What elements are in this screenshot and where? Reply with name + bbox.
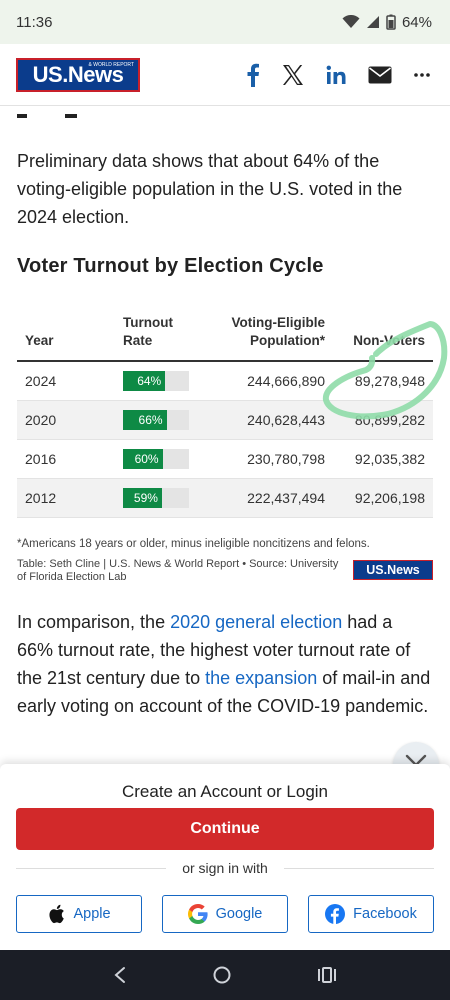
divider-left (16, 868, 166, 869)
email-icon[interactable] (368, 66, 392, 84)
cell-eligible: 240,628,443 (205, 400, 333, 440)
col-nonvoters: Non-Voters (333, 314, 433, 362)
turnout-bar-track: 64% (123, 370, 189, 391)
logo-subtext: & WORLD REPORT (88, 61, 134, 68)
cell-turnout: 64% (115, 361, 205, 401)
turnout-table: Year Turnout Rate Voting-Eligible Popula… (17, 314, 433, 518)
recents-icon[interactable] (317, 966, 337, 984)
cell-year: 2012 (17, 478, 115, 518)
table-heading: Voter Turnout by Election Cycle (17, 255, 324, 277)
table-header-row: Year Turnout Rate Voting-Eligible Popula… (17, 314, 433, 362)
table-source: Table: Seth Cline | U.S. News & World Re… (17, 557, 339, 583)
facebook-circle-icon (325, 904, 346, 924)
turnout-bar-track: 60% (123, 448, 189, 469)
login-title: Create an Account or Login (121, 782, 329, 801)
cut-off-heading-fragment (17, 114, 77, 118)
cell-year: 2024 (17, 361, 115, 401)
cell-nonvoters: 80,899,282 (333, 400, 433, 440)
cell-nonvoters: 92,206,198 (333, 478, 433, 518)
comparison-paragraph: In comparison, the 2020 general election… (17, 608, 433, 720)
cell-eligible: 222,437,494 (205, 478, 333, 518)
table-row: 2024 64% 244,666,890 89,278,948 (17, 361, 433, 401)
divider-right (284, 868, 434, 869)
turnout-bar-track: 59% (123, 487, 189, 508)
facebook-signin-button[interactable]: Facebook (308, 895, 434, 933)
apple-icon (49, 904, 65, 924)
battery-icon (386, 14, 396, 30)
google-icon (187, 904, 208, 924)
apple-label: Apple (73, 906, 111, 922)
intro-paragraph: Preliminary data shows that about 64% of… (17, 151, 403, 227)
cell-year: 2020 (17, 400, 115, 440)
turnout-bar-fill: 60% (123, 448, 163, 469)
status-bar: 11:36 64% (0, 0, 450, 44)
back-icon[interactable] (113, 966, 127, 984)
more-icon[interactable] (414, 72, 430, 77)
status-time: 11:36 (16, 13, 53, 31)
x-icon[interactable] (282, 64, 304, 86)
facebook-icon[interactable] (246, 63, 260, 87)
table-footnote: *Americans 18 years or older, minus inel… (17, 537, 370, 550)
link-2020-election[interactable]: 2020 general election (170, 611, 343, 632)
para2-text-2: had a 66% turnout rate, the highest vote… (17, 611, 411, 688)
continue-button[interactable]: Continue (16, 808, 434, 850)
cell-eligible: 244,666,890 (205, 361, 333, 401)
google-label: Google (215, 906, 263, 922)
signal-icon (366, 16, 379, 28)
cell-year: 2016 (17, 439, 115, 479)
cell-eligible: 230,780,798 (205, 439, 333, 479)
home-icon[interactable] (212, 965, 232, 985)
battery-percent: 64% (401, 13, 432, 31)
table-row: 2020 66% 240,628,443 80,899,282 (17, 400, 433, 440)
para2-text-1: In comparison, the (17, 611, 171, 632)
share-bar (246, 63, 430, 87)
link-the-expansion[interactable]: the expansion (205, 667, 318, 688)
cell-turnout: 66% (115, 400, 205, 440)
col-eligible: Voting-Eligible Population* (205, 314, 333, 362)
cell-nonvoters: 92,035,382 (333, 439, 433, 479)
facebook-label: Facebook (353, 906, 417, 922)
apple-signin-button[interactable]: Apple (16, 895, 142, 933)
cell-turnout: 59% (115, 478, 205, 518)
turnout-bar-fill: 64% (123, 370, 166, 391)
turnout-bar-fill: 59% (123, 487, 162, 508)
google-signin-button[interactable]: Google (162, 895, 288, 933)
cell-turnout: 60% (115, 439, 205, 479)
table-row: 2012 59% 222,437,494 92,206,198 (17, 478, 433, 518)
site-header: & WORLD REPORT US.News (0, 44, 450, 106)
wifi-icon (342, 15, 360, 28)
article-content: Preliminary data shows that about 64% of… (0, 107, 450, 762)
col-year: Year (17, 314, 115, 362)
col-turnout: Turnout Rate (115, 314, 205, 362)
turnout-bar-track: 66% (123, 409, 189, 430)
logo-text: US.News (32, 61, 124, 87)
usnews-small-logo: US.News (353, 559, 433, 580)
linkedin-icon[interactable] (326, 65, 346, 85)
table-source-row: Table: Seth Cline | U.S. News & World Re… (17, 558, 433, 584)
login-sheet: Create an Account or Login Continue or s… (0, 764, 450, 950)
small-logo-text: US.News (366, 562, 420, 577)
status-icons: 64% (342, 14, 432, 31)
usnews-logo[interactable]: & WORLD REPORT US.News (16, 57, 140, 92)
cell-nonvoters: 89,278,948 (333, 361, 433, 401)
table-row: 2016 60% 230,780,798 92,035,382 (17, 439, 433, 479)
or-sign-in-text: or sign in with (182, 860, 268, 876)
turnout-bar-fill: 66% (123, 409, 167, 430)
para2-text-3: of mail-in and early voting on account o… (17, 667, 431, 716)
android-nav-bar (0, 950, 450, 1000)
